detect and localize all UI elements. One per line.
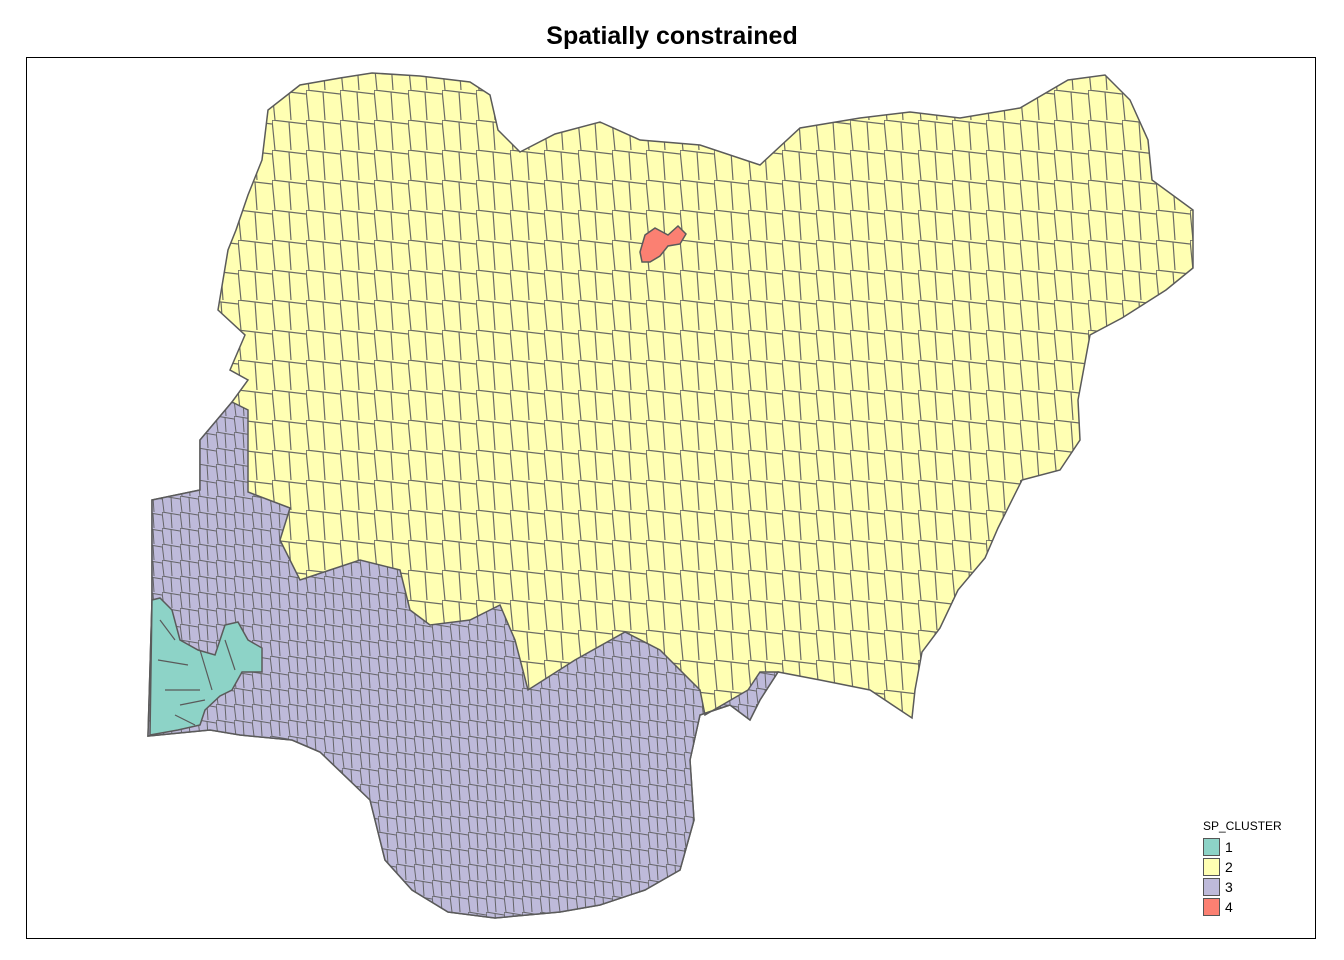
legend: SP_CLUSTER 1 2 3 4 — [1203, 819, 1282, 917]
cluster-1-region — [149, 597, 263, 736]
legend-item: 2 — [1203, 857, 1282, 877]
legend-label-2: 2 — [1225, 859, 1233, 875]
map-frame — [26, 57, 1316, 939]
legend-label-1: 1 — [1225, 839, 1233, 855]
legend-swatch-4 — [1203, 898, 1220, 916]
legend-swatch-1 — [1203, 838, 1220, 856]
cluster-4-region — [639, 224, 687, 263]
cluster-1-boundaries — [157, 619, 236, 726]
legend-swatch-3 — [1203, 878, 1220, 896]
legend-label-3: 3 — [1225, 879, 1233, 895]
legend-title: SP_CLUSTER — [1203, 819, 1282, 833]
legend-item: 3 — [1203, 877, 1282, 897]
legend-item: 4 — [1203, 897, 1282, 917]
map-title: Spatially constrained — [546, 22, 798, 50]
legend-swatch-2 — [1203, 858, 1220, 876]
legend-label-4: 4 — [1225, 899, 1233, 915]
legend-item: 1 — [1203, 837, 1282, 857]
